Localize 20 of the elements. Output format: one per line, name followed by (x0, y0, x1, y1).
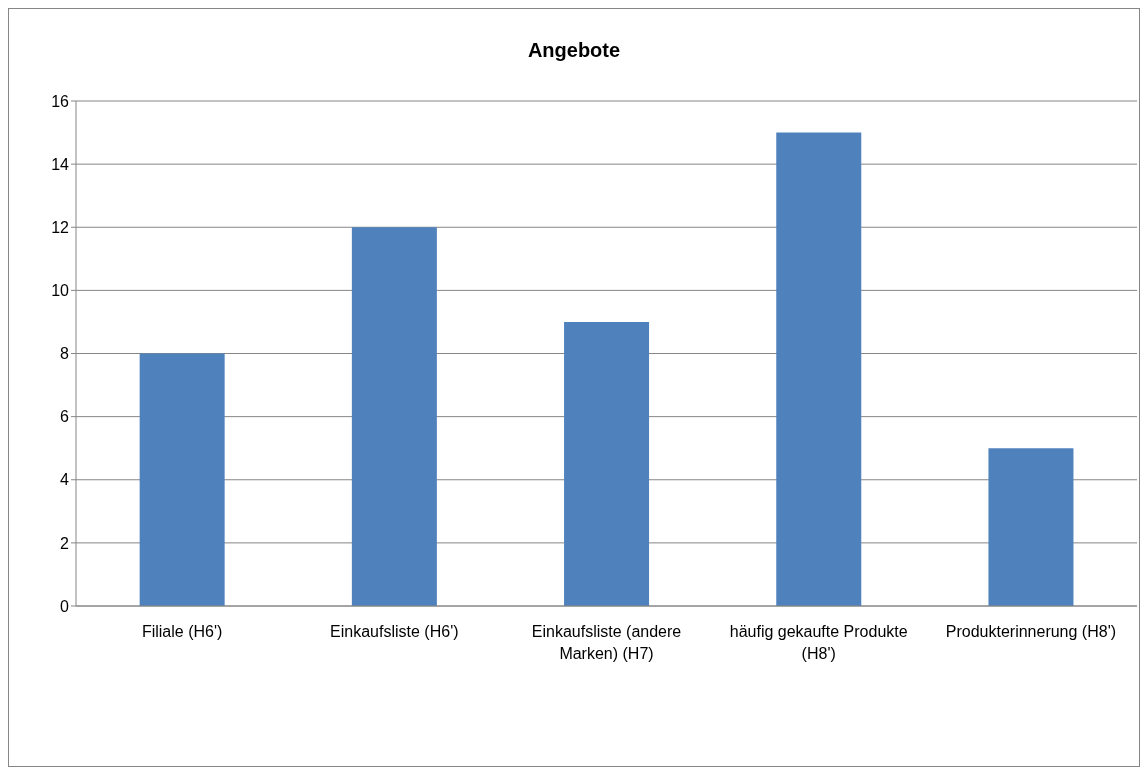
y-tick-label: 6 (60, 408, 70, 426)
x-tick-label: Einkaufsliste (andere Marken) (H7) (531, 623, 682, 663)
chart-title: Angebote (526, 39, 622, 62)
bar (776, 132, 862, 606)
y-tick-label: 12 (51, 218, 70, 236)
x-tick-label: häufig gekaufte Produkte (H8') (729, 623, 908, 663)
y-tick-label: 8 (60, 345, 70, 363)
bar (351, 227, 437, 606)
bar (139, 353, 225, 606)
bar (988, 448, 1074, 606)
y-tick-label: 10 (51, 282, 70, 300)
y-tick-label: 4 (60, 471, 70, 489)
x-tick-label: Filiale (H6') (141, 623, 223, 641)
x-tick-label: Produkterinnerung (H8') (945, 623, 1117, 641)
y-tick-label: 2 (60, 534, 70, 552)
y-tick-label: 14 (51, 155, 70, 173)
x-tick-label: Einkaufsliste (H6') (330, 623, 459, 641)
bar (564, 321, 650, 606)
y-tick-label: 0 (60, 597, 70, 615)
y-tick-label: 16 (51, 92, 70, 110)
